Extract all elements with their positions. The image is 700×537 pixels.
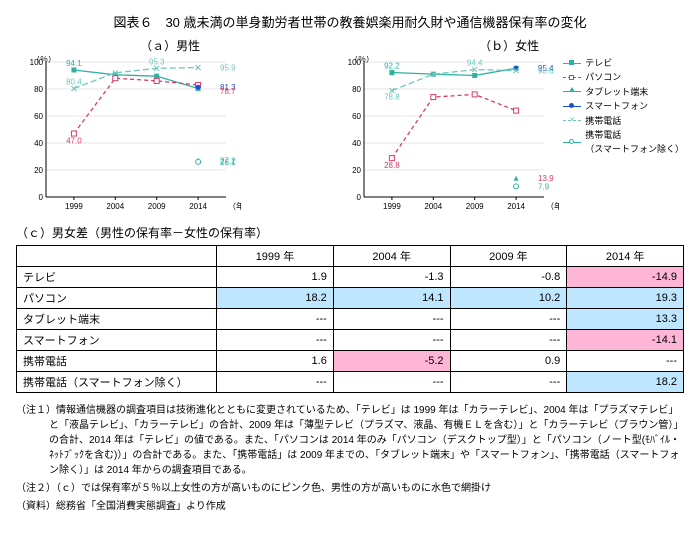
svg-text:28.8: 28.8 bbox=[384, 161, 400, 170]
svg-text:20: 20 bbox=[34, 166, 43, 175]
chart-b: （ｂ）女性 020406080100（％）1999200420092014（年）… bbox=[334, 37, 684, 216]
svg-text:95.9: 95.9 bbox=[220, 64, 236, 73]
svg-text:47.0: 47.0 bbox=[66, 137, 82, 146]
footnote: （注１）情報通信機器の調査項目は技術進化とともに変更されているため、「テレビ」は… bbox=[16, 403, 684, 478]
legend: テレビパソコンタブレット端末スマートフォン✕携帯電話携帯電話 （スマートフォン除… bbox=[559, 56, 684, 216]
svg-text:78.8: 78.8 bbox=[384, 93, 400, 102]
svg-text:2009: 2009 bbox=[466, 202, 484, 211]
col-header: 2009 年 bbox=[450, 246, 567, 267]
legend-item: スマートフォン bbox=[563, 99, 684, 113]
legend-label: 携帯電話 （スマートフォン除く） bbox=[585, 128, 684, 157]
diff-cell: --- bbox=[450, 330, 567, 351]
col-header: 2004 年 bbox=[333, 246, 450, 267]
svg-text:80: 80 bbox=[352, 85, 361, 94]
svg-text:（年）: （年） bbox=[546, 201, 559, 211]
row-header: パソコン bbox=[17, 288, 217, 309]
svg-text:80.4: 80.4 bbox=[66, 77, 82, 86]
svg-text:1999: 1999 bbox=[383, 202, 401, 211]
svg-text:78.7: 78.7 bbox=[220, 87, 236, 96]
diff-cell: --- bbox=[217, 330, 334, 351]
svg-text:2014: 2014 bbox=[507, 202, 525, 211]
svg-text:2014: 2014 bbox=[189, 202, 207, 211]
diff-cell: -5.2 bbox=[333, 351, 450, 372]
footnotes: （注１）情報通信機器の調査項目は技術進化とともに変更されているため、「テレビ」は… bbox=[16, 403, 684, 514]
charts-row: （ａ）男性 020406080100（％）1999200420092014（年）… bbox=[16, 37, 684, 216]
diff-cell: --- bbox=[333, 372, 450, 393]
diff-cell: 1.9 bbox=[217, 267, 334, 288]
chart-b-plot: 020406080100（％）1999200420092014（年）95.493… bbox=[334, 56, 559, 216]
svg-text:40: 40 bbox=[352, 139, 361, 148]
col-header: 1999 年 bbox=[217, 246, 334, 267]
diff-cell: 18.2 bbox=[567, 372, 684, 393]
svg-text:1999: 1999 bbox=[65, 202, 83, 211]
footnote: （注２）（ｃ）では保有率が５％以上女性の方が高いものにピンク色、男性の方が高いも… bbox=[16, 481, 684, 496]
svg-text:7.9: 7.9 bbox=[538, 182, 550, 191]
legend-label: テレビ bbox=[585, 56, 612, 70]
legend-item: タブレット端末 bbox=[563, 85, 684, 99]
diff-cell: --- bbox=[450, 309, 567, 330]
svg-text:95.3: 95.3 bbox=[149, 57, 165, 66]
legend-label: パソコン bbox=[585, 70, 621, 84]
svg-text:2009: 2009 bbox=[148, 202, 166, 211]
legend-label: スマートフォン bbox=[585, 99, 648, 113]
svg-text:2004: 2004 bbox=[106, 202, 124, 211]
legend-item: パソコン bbox=[563, 70, 684, 84]
diff-cell: -0.8 bbox=[450, 267, 567, 288]
diff-cell: 14.1 bbox=[333, 288, 450, 309]
diff-cell: 1.6 bbox=[217, 351, 334, 372]
svg-text:92.2: 92.2 bbox=[384, 62, 400, 71]
footnote: （資料）総務省「全国消費実態調査」より作成 bbox=[16, 499, 684, 514]
chart-a-plot: 020406080100（％）1999200420092014（年）95.981… bbox=[16, 56, 241, 216]
col-header: 2014 年 bbox=[567, 246, 684, 267]
row-header: 携帯電話 bbox=[17, 351, 217, 372]
diff-cell: -14.1 bbox=[567, 330, 684, 351]
diff-cell: 10.2 bbox=[450, 288, 567, 309]
svg-text:0: 0 bbox=[39, 193, 44, 202]
legend-label: 携帯電話 bbox=[585, 114, 621, 128]
table-title: （ｃ）男女差（男性の保有率－女性の保有率） bbox=[16, 224, 684, 241]
svg-text:94.4: 94.4 bbox=[467, 59, 483, 68]
svg-text:40: 40 bbox=[34, 139, 43, 148]
row-header: 携帯電話（スマートフォン除く） bbox=[17, 372, 217, 393]
svg-text:26.1: 26.1 bbox=[220, 158, 236, 167]
svg-text:（％）: （％） bbox=[350, 56, 374, 64]
chart-b-subtitle: （ｂ）女性 bbox=[334, 37, 684, 54]
chart-a-subtitle: （ａ）男性 bbox=[16, 37, 324, 54]
svg-text:94.1: 94.1 bbox=[66, 59, 82, 68]
diff-cell: -14.9 bbox=[567, 267, 684, 288]
svg-text:60: 60 bbox=[34, 112, 43, 121]
diff-cell: 18.2 bbox=[217, 288, 334, 309]
legend-label: タブレット端末 bbox=[585, 85, 648, 99]
diff-cell: 13.3 bbox=[567, 309, 684, 330]
legend-item: ✕携帯電話 bbox=[563, 114, 684, 128]
diff-table: 1999 年2004 年2009 年2014 年テレビ1.9-1.3-0.8-1… bbox=[16, 245, 684, 393]
diff-cell: --- bbox=[333, 330, 450, 351]
svg-text:0: 0 bbox=[357, 193, 362, 202]
diff-cell: --- bbox=[217, 372, 334, 393]
diff-cell: 0.9 bbox=[450, 351, 567, 372]
svg-text:（％）: （％） bbox=[32, 56, 56, 64]
diff-cell: --- bbox=[217, 309, 334, 330]
legend-item: テレビ bbox=[563, 56, 684, 70]
row-header: スマートフォン bbox=[17, 330, 217, 351]
svg-text:60: 60 bbox=[352, 112, 361, 121]
svg-text:93.6: 93.6 bbox=[538, 67, 554, 76]
chart-a: （ａ）男性 020406080100（％）1999200420092014（年）… bbox=[16, 37, 324, 216]
svg-text:20: 20 bbox=[352, 166, 361, 175]
diff-cell: -1.3 bbox=[333, 267, 450, 288]
row-header: タブレット端末 bbox=[17, 309, 217, 330]
svg-text:2004: 2004 bbox=[425, 202, 443, 211]
svg-text:80: 80 bbox=[34, 85, 43, 94]
legend-item: 携帯電話 （スマートフォン除く） bbox=[563, 128, 684, 157]
row-header: テレビ bbox=[17, 267, 217, 288]
figure-title: 図表６ 30 歳未満の単身勤労者世帯の教養娯楽用耐久財や通信機器保有率の変化 bbox=[16, 12, 684, 31]
diff-cell: 19.3 bbox=[567, 288, 684, 309]
diff-cell: --- bbox=[450, 372, 567, 393]
diff-cell: --- bbox=[567, 351, 684, 372]
svg-text:（年）: （年） bbox=[228, 201, 241, 211]
diff-cell: --- bbox=[333, 309, 450, 330]
